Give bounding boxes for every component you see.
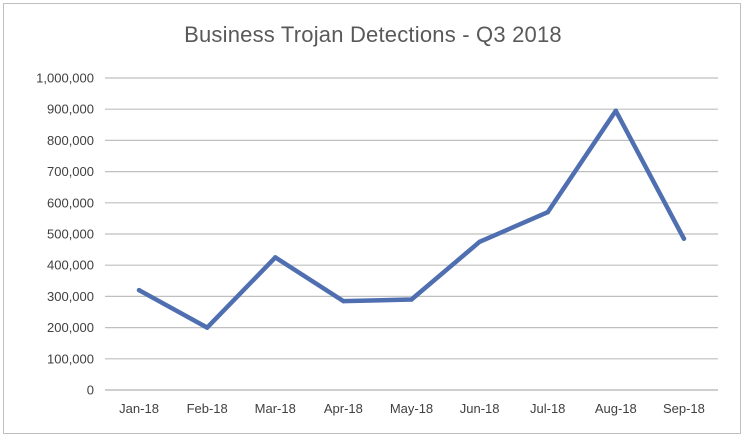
- x-tick-label: Jan-18: [119, 401, 159, 416]
- series-layer: [136, 108, 687, 330]
- data-point: [613, 108, 619, 114]
- y-axis-tick-labels: 0 100,000 200,000 300,000 400,000 500,000 600,…: [36, 71, 94, 398]
- x-tick-label: Sep-18: [663, 401, 705, 416]
- x-tick-label: Apr-18: [324, 401, 363, 416]
- data-point: [136, 287, 142, 293]
- x-tick-label: May-18: [390, 401, 433, 416]
- data-point: [341, 298, 346, 304]
- x-axis-tick-labels: Jan-18 Feb-18 Mar-18 Apr-18 May-18 Jun-18 Jul-…: [119, 401, 705, 416]
- chart-title: Business Trojan Detections - Q3 2018: [184, 22, 562, 47]
- data-point: [273, 255, 278, 260]
- x-tick-label: Jun-18: [460, 401, 500, 416]
- y-tick-label: 800,000: [47, 133, 94, 148]
- data-point: [409, 297, 414, 302]
- y-tick-label: 200,000: [47, 320, 94, 335]
- y-tick-label: 600,000: [47, 195, 94, 210]
- data-point: [204, 325, 210, 330]
- x-tick-label: Aug-18: [595, 401, 637, 416]
- y-tick-label: 300,000: [47, 289, 94, 304]
- x-tick-label: Jul-18: [530, 401, 565, 416]
- x-tick-label: Feb-18: [187, 401, 228, 416]
- series-line: [136, 108, 687, 330]
- data-point: [681, 236, 687, 241]
- y-tick-label: 100,000: [47, 351, 94, 366]
- data-point: [545, 209, 550, 215]
- chart-frame: [3, 3, 741, 434]
- y-tick-label: 400,000: [47, 258, 94, 273]
- y-tick-label: 900,000: [47, 102, 94, 117]
- y-tick-label: 500,000: [47, 227, 94, 242]
- gridlines: [105, 77, 718, 391]
- y-tick-label: 1,000,000: [36, 71, 94, 86]
- y-tick-label: 0: [87, 383, 94, 398]
- y-tick-label: 700,000: [47, 164, 94, 179]
- x-tick-label: Mar-18: [255, 401, 296, 416]
- data-point: [477, 239, 482, 245]
